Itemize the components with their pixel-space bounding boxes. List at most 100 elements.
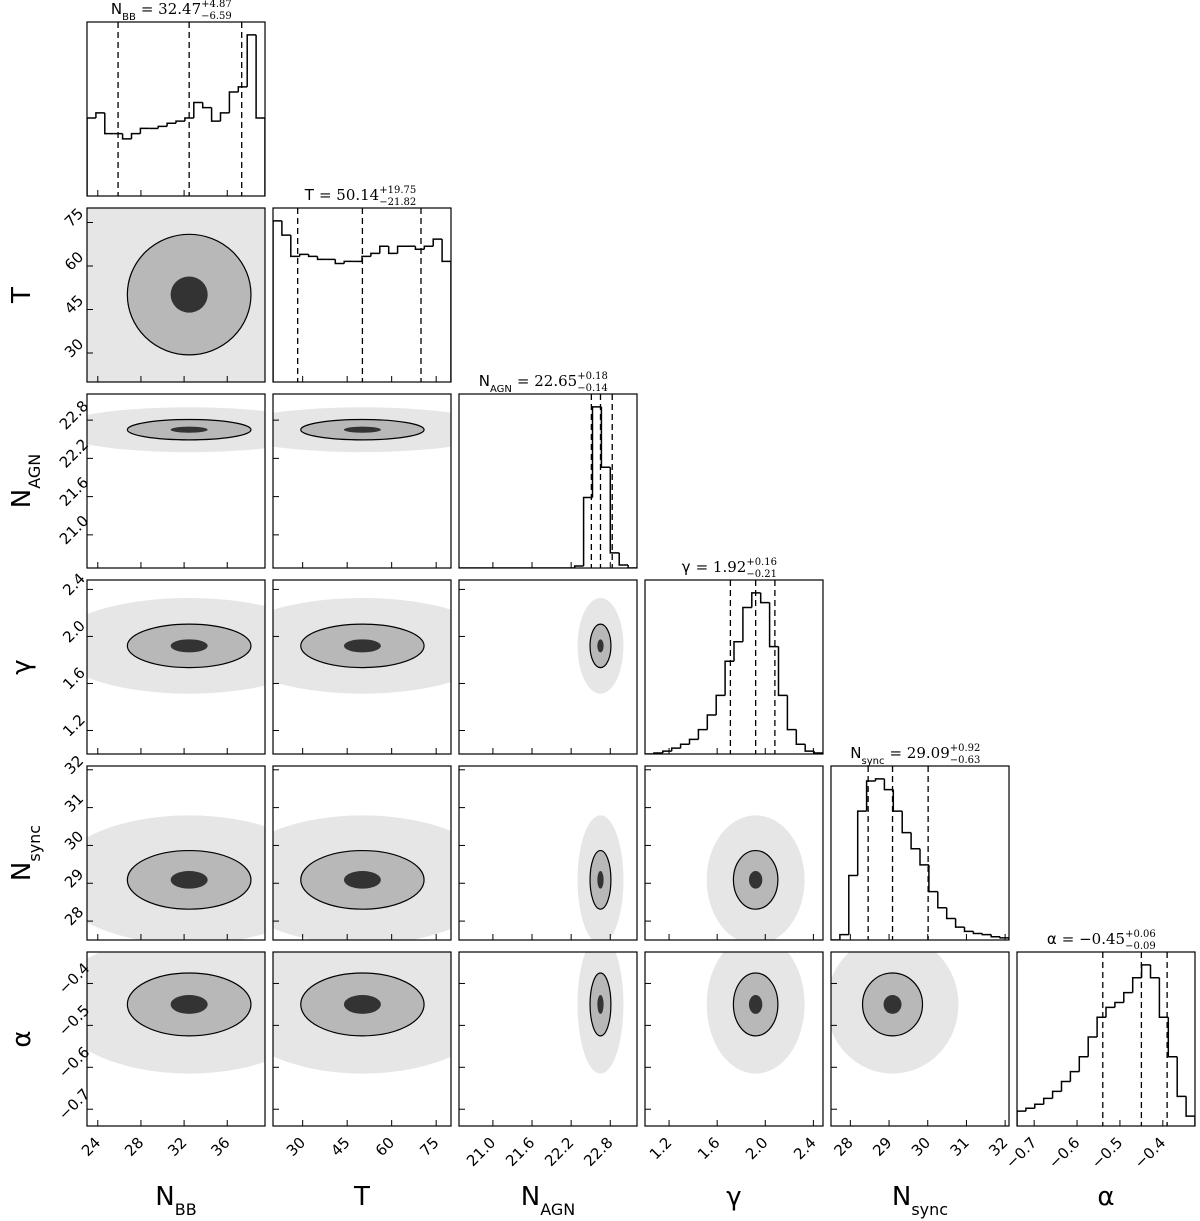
hist-bin bbox=[316, 256, 327, 261]
panel-frame bbox=[644, 579, 824, 755]
hist-bin bbox=[334, 259, 345, 265]
hist-bin bbox=[130, 132, 141, 139]
axis-label-main: α bbox=[1097, 1182, 1114, 1212]
hist-bin bbox=[166, 122, 176, 127]
hist-bin bbox=[1042, 1097, 1053, 1105]
panel-frame bbox=[458, 951, 638, 1127]
hist-bin bbox=[582, 496, 593, 566]
hist-bin bbox=[201, 102, 212, 109]
y-tick-label: 2.4 bbox=[59, 570, 89, 600]
hist-bin bbox=[981, 933, 992, 936]
hist-bin bbox=[627, 564, 637, 568]
hist-bin bbox=[1017, 1110, 1026, 1126]
density-peak bbox=[170, 426, 208, 433]
panel bbox=[577, 952, 624, 1074]
title-sup: +0.92 bbox=[950, 743, 981, 754]
x-tick-label: 21.6 bbox=[502, 1134, 538, 1170]
hist-bin bbox=[865, 780, 876, 812]
hist-bin bbox=[883, 778, 894, 791]
hist-bin bbox=[1078, 1056, 1089, 1072]
hist-bin bbox=[706, 714, 717, 730]
panel bbox=[87, 22, 265, 196]
hist-bin bbox=[1176, 1056, 1187, 1098]
hist-bin bbox=[937, 891, 947, 909]
density-peak bbox=[343, 994, 381, 1014]
hist-bin bbox=[600, 406, 611, 469]
hist-bin bbox=[273, 220, 282, 382]
hist-bin bbox=[298, 253, 309, 257]
hist-bin bbox=[414, 246, 425, 251]
hist-bin bbox=[228, 91, 239, 113]
hist-bin bbox=[210, 107, 221, 122]
x-tick-label: 36 bbox=[207, 1134, 233, 1160]
x-tick-label: −0.7 bbox=[1002, 1134, 1040, 1172]
hist-bin bbox=[1149, 964, 1160, 979]
axis-label: T bbox=[353, 1182, 370, 1212]
axis-label-main: T bbox=[353, 1182, 370, 1212]
axis-label-main: γ bbox=[726, 1182, 741, 1212]
axis-label: Nsync bbox=[7, 825, 44, 881]
panel bbox=[87, 952, 265, 1074]
title-sub: BB bbox=[122, 12, 136, 23]
axis-label-main: N bbox=[7, 862, 37, 881]
panel-frame bbox=[272, 579, 452, 755]
panel-frame bbox=[1016, 951, 1196, 1127]
hist-bin bbox=[733, 640, 743, 662]
hist-bin bbox=[1025, 1107, 1035, 1112]
hist-bin bbox=[1105, 1006, 1115, 1018]
hist-bin bbox=[618, 552, 629, 566]
axis-label-sub: sync bbox=[911, 1200, 948, 1219]
hist-bin bbox=[724, 660, 734, 696]
axis-label: NBB bbox=[155, 1182, 196, 1219]
hist-bin bbox=[1158, 977, 1169, 1019]
panel-frame bbox=[458, 393, 638, 569]
hist-bin bbox=[361, 255, 371, 262]
hist-bin bbox=[1140, 964, 1151, 978]
hist-bin bbox=[370, 252, 380, 257]
x-tick-label: 28 bbox=[830, 1134, 856, 1160]
title-main: N bbox=[479, 372, 490, 390]
hist-bin bbox=[679, 743, 690, 749]
hist-bin bbox=[1034, 1103, 1044, 1109]
x-tick-label: 30 bbox=[283, 1134, 309, 1160]
hist-bin bbox=[777, 646, 788, 697]
hist-bin bbox=[1060, 1080, 1071, 1092]
hist-bin bbox=[1123, 991, 1133, 1003]
hist-bin bbox=[1185, 1096, 1195, 1126]
panel bbox=[87, 407, 265, 453]
hist-bin bbox=[892, 789, 903, 812]
panel-title: NBB = 32.47+4.87 −6.59 bbox=[111, 0, 232, 23]
title-main: N bbox=[111, 0, 122, 18]
title-value: = 1.92 bbox=[696, 558, 747, 576]
y-tick-label: 60 bbox=[61, 248, 87, 274]
hist-bin bbox=[396, 245, 407, 254]
title-value: = −0.45 bbox=[1062, 930, 1125, 948]
hist-bin bbox=[1069, 1070, 1080, 1082]
x-tick-label: −0.5 bbox=[1088, 1134, 1126, 1172]
x-tick-label: −0.4 bbox=[1131, 1134, 1169, 1172]
hist-bin bbox=[910, 832, 920, 850]
axis-label: α bbox=[7, 1030, 37, 1047]
panel-frame bbox=[272, 951, 452, 1127]
hist-bin bbox=[379, 245, 389, 254]
panel-title: γ = 1.92+0.16 −0.21 bbox=[682, 557, 777, 580]
x-tick-label: 2.0 bbox=[742, 1134, 772, 1164]
title-inf: −0.14 bbox=[577, 383, 608, 394]
axis-label: α bbox=[1097, 1182, 1114, 1212]
density-peak bbox=[748, 871, 763, 889]
panel bbox=[831, 952, 959, 1074]
density-peak bbox=[170, 871, 208, 889]
hist-bin bbox=[246, 34, 257, 87]
density-peak bbox=[343, 871, 381, 889]
hist-bin bbox=[573, 565, 584, 568]
panel bbox=[87, 208, 265, 382]
panel-frame bbox=[830, 951, 1010, 1127]
x-tick-label: 24 bbox=[78, 1134, 104, 1160]
y-tick-label: 1.2 bbox=[59, 711, 89, 741]
hist-bin bbox=[874, 778, 885, 782]
density-peak bbox=[597, 639, 604, 653]
density-peak bbox=[748, 994, 763, 1014]
panel bbox=[87, 598, 265, 694]
